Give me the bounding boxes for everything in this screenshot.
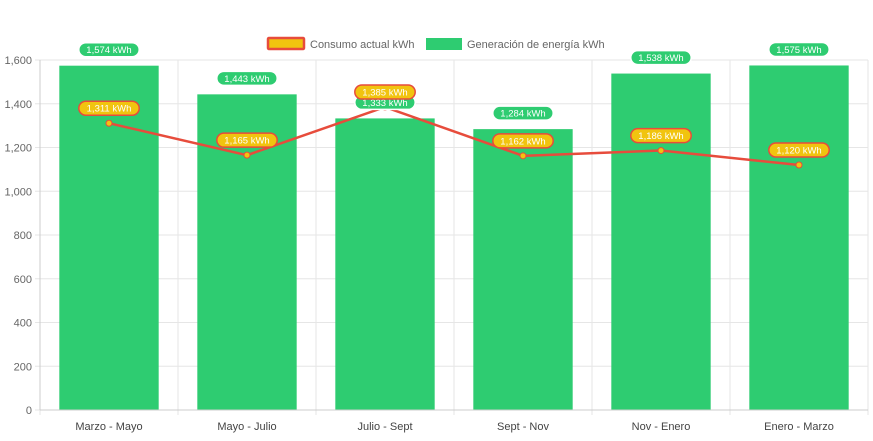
line-data-label-text: 1,385 kWh	[362, 88, 407, 99]
y-tick-label: 1,400	[4, 99, 32, 111]
y-tick-label: 1,200	[4, 143, 32, 155]
grid	[35, 59, 869, 415]
line-data-label: 1,311 kWh	[78, 100, 140, 116]
x-tick-label: Enero - Marzo	[764, 421, 834, 433]
y-axis: 0 200 400 600 800 1,000 1,200 1,400 1,600	[4, 55, 41, 417]
x-tick-label: Mayo - Julio	[217, 421, 276, 433]
bar-data-label-bg	[78, 41, 140, 58]
line-point	[105, 119, 113, 127]
legend-swatch-consumo	[266, 36, 306, 51]
y-tick-label: 800	[14, 230, 32, 242]
bar-data-label-text: 1,443 kWh	[224, 74, 269, 85]
bar-data-label-bg	[768, 41, 830, 58]
legend[interactable]: Consumo actual kWh Generación de energía…	[266, 36, 605, 51]
line-data-label: 1,120 kWh	[768, 142, 830, 158]
bar	[59, 65, 159, 410]
line-point	[243, 151, 251, 159]
line-data-label-bg	[768, 142, 830, 158]
line-data-label-text: 1,162 kWh	[500, 136, 545, 147]
line-data-label: 1,186 kWh	[630, 127, 692, 144]
legend-swatch-generacion	[426, 38, 462, 50]
x-axis: Marzo - Mayo Mayo - Julio Julio - Sept Sept…	[40, 409, 868, 433]
line-data-label: 1,162 kWh	[492, 133, 554, 149]
bar-data-label-bg	[492, 105, 554, 121]
y-tick-label: 1,000	[4, 186, 32, 198]
line-data-label-text: 1,186 kWh	[638, 131, 683, 142]
line-path	[108, 105, 800, 167]
line-point	[795, 161, 803, 169]
x-tick-label: Sept - Nov	[497, 421, 549, 433]
line-data-label-bg	[354, 84, 416, 100]
x-tick-label: Nov - Enero	[632, 421, 691, 433]
line-data-labels: 1,311 kWh 1,165 kWh 1,385 kWh 1,162 kWh 1,18…	[78, 84, 830, 158]
bar-data-label: 1,574 kWh	[78, 41, 140, 58]
line-point	[657, 147, 665, 155]
y-tick-label: 400	[14, 318, 32, 330]
bar-data-label: 1,284 kWh	[492, 105, 554, 121]
line-data-label-text: 1,311 kWh	[87, 104, 132, 115]
bar-data-label-bg	[216, 70, 278, 87]
line-data-label-bg	[78, 100, 140, 116]
y-tick-label: 200	[14, 361, 32, 373]
legend-label-generacion: Generación de energía kWh	[467, 39, 605, 51]
y-tick-label: 1,600	[4, 55, 32, 67]
line-data-label-bg	[630, 127, 692, 144]
bar-data-label: 1,443 kWh	[216, 70, 278, 87]
bar-data-label-bg	[630, 49, 692, 66]
line-data-label-text: 1,165 kWh	[224, 136, 269, 147]
line-data-label-bg	[492, 133, 554, 149]
x-tick-label: Julio - Sept	[357, 421, 412, 433]
legend-label-consumo: Consumo actual kWh	[310, 39, 415, 51]
bar	[611, 73, 711, 410]
bar-data-label-text: 1,284 kWh	[500, 109, 545, 120]
y-tick-label: 600	[14, 274, 32, 286]
bar-data-label: 1,538 kWh	[630, 49, 692, 66]
line-point	[519, 152, 527, 160]
line-data-label-bg	[216, 132, 278, 148]
bar	[749, 65, 849, 410]
line-data-label: 1,165 kWh	[216, 132, 278, 148]
bar-data-label-text: 1,538 kWh	[638, 53, 683, 64]
bar-data-label-text: 1,574 kWh	[86, 45, 131, 56]
line-data-label-text: 1,120 kWh	[776, 146, 821, 157]
bar-data-label-text: 1,575 kWh	[776, 45, 821, 56]
x-tick-label: Marzo - Mayo	[75, 421, 142, 433]
bar-data-label-text: 1,333 kWh	[362, 98, 407, 109]
bar-data-label: 1,575 kWh	[768, 41, 830, 58]
bar	[473, 129, 573, 410]
y-tick-label: 0	[26, 405, 32, 417]
line-data-label: 1,385 kWh	[354, 84, 416, 100]
bar	[335, 118, 435, 410]
